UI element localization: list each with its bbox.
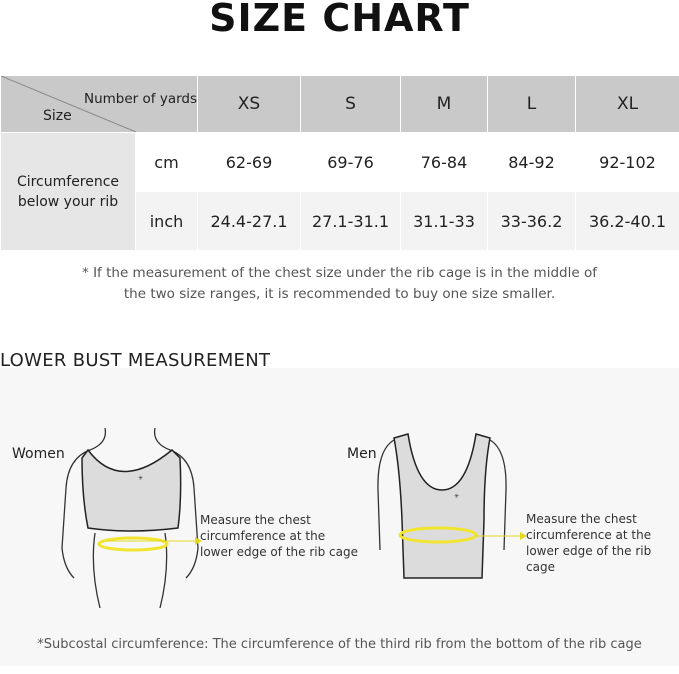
corner-top-label: Number of yards [84, 91, 198, 107]
note-line-1: * If the measurement of the chest size u… [82, 265, 597, 281]
men-label: Men [347, 446, 377, 462]
page-title: SIZE CHART [209, 0, 470, 40]
footnote: *Subcostal circumference: The circumfere… [37, 637, 642, 652]
caption-line: lower edge of the rib cage [526, 544, 652, 574]
size-header: M [400, 75, 488, 133]
men-arrow [475, 532, 527, 540]
value-cell: 69-76 [300, 132, 401, 192]
value-cell: 27.1-31.1 [300, 191, 401, 251]
value-cell: 84-92 [487, 132, 576, 192]
men-figure-illustration: ✳ [377, 433, 507, 579]
caption-line: circumference at the [200, 529, 326, 543]
corner-cell: Number of yards Size [0, 75, 198, 133]
size-header: XS [197, 75, 301, 133]
table-row: inch 24.4-27.1 27.1-31.1 31.1-33 33-36.2… [1, 191, 679, 251]
women-caption: Measure the chest circumference at the l… [200, 512, 358, 560]
header-row: Number of yards Size XS S M L XL [0, 75, 679, 133]
women-figure-illustration: ✳ [61, 428, 199, 608]
brand-logo-icon: ✳ [138, 475, 143, 482]
size-header: L [487, 75, 576, 133]
unit-cell: inch [135, 191, 198, 251]
size-header: S [300, 75, 401, 133]
table-row: Circumference below your rib cm 62-69 69… [0, 132, 679, 251]
section-title: LOWER BUST MEASUREMENT [0, 350, 271, 371]
brand-logo-icon: ✳ [454, 493, 459, 500]
note-line-2: the two size ranges, it is recommended t… [123, 286, 556, 302]
caption-line: Measure the chest [526, 512, 637, 526]
caption-line: Measure the chest [200, 513, 311, 527]
value-cell: 36.2-40.1 [575, 191, 679, 251]
caption-line: circumference at the [526, 528, 652, 542]
size-table: Number of yards Size XS S M L XL Circumf… [0, 75, 679, 251]
value-cell: 92-102 [575, 132, 679, 192]
value-cell: 76-84 [400, 132, 488, 192]
women-label: Women [12, 446, 65, 462]
value-cell: 33-36.2 [487, 191, 576, 251]
measurement-panel: Women Men ✳ Measure the chest circumfere… [0, 368, 679, 666]
men-caption: Measure the chest circumference at the l… [526, 511, 679, 575]
unit-cell: cm [135, 132, 198, 192]
value-cell: 31.1-33 [400, 191, 488, 251]
corner-bottom-label: Size [43, 108, 72, 124]
women-arrow [107, 537, 202, 545]
value-cell: 62-69 [197, 132, 301, 192]
row-label: Circumference below your rib [0, 132, 136, 251]
size-header: XL [575, 75, 679, 133]
diagonal-line [1, 76, 137, 132]
caption-line: lower edge of the rib cage [200, 545, 358, 559]
value-cell: 24.4-27.1 [197, 191, 301, 251]
